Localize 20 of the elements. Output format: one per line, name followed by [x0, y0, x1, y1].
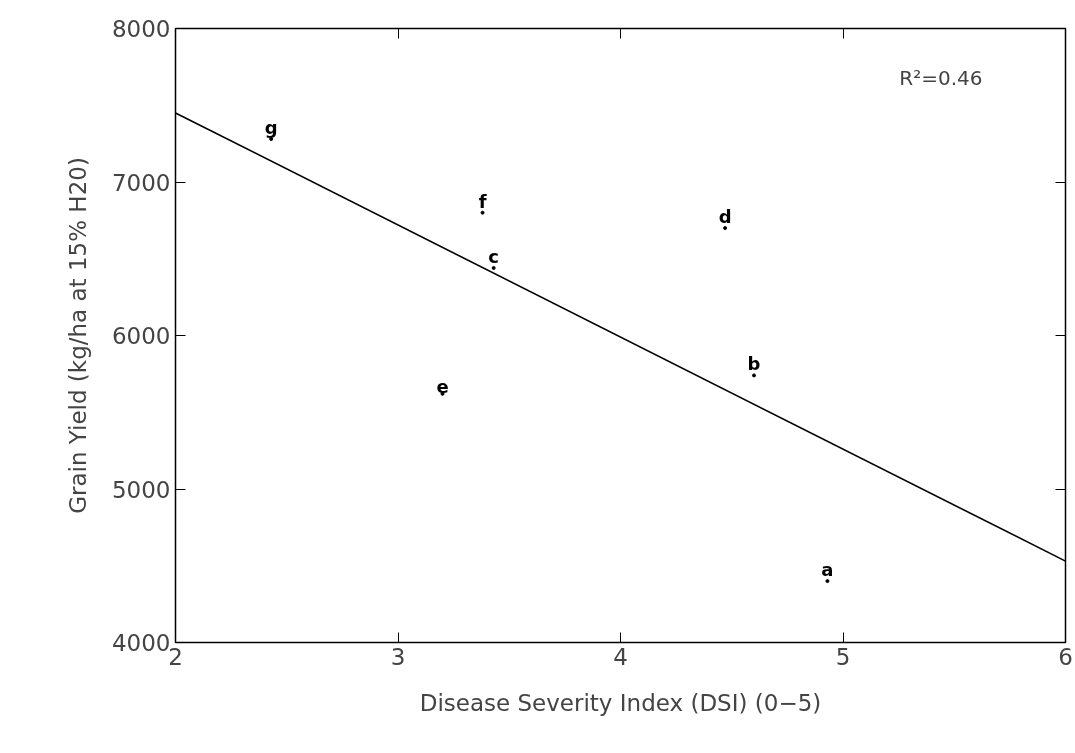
x-tick-label: 6 [1058, 643, 1073, 670]
y-tick-label: 4000 [111, 630, 171, 656]
y-tick-label: 8000 [111, 16, 171, 42]
data-label: a [821, 559, 834, 581]
x-tick-label: 3 [390, 643, 406, 670]
x-tick-label: 5 [835, 643, 851, 670]
data-label: g [264, 117, 278, 139]
y-axis-title: Grain Yield (kg/ha at 15% H20) [64, 157, 91, 514]
y-tick-label: 6000 [111, 323, 171, 349]
y-tick-label: 7000 [111, 169, 171, 196]
x-axis-title: Disease Severity Index (DSI) (0−5) [419, 689, 822, 716]
data-label: f [478, 190, 487, 212]
data-label: c [488, 245, 500, 267]
x-tick-label: 4 [613, 643, 628, 670]
annotation: R²=0.46 [899, 65, 983, 90]
x-tick-label: 2 [168, 643, 183, 670]
y-tick-label: 5000 [111, 476, 171, 503]
data-label: e [436, 375, 449, 397]
data-label: d [718, 206, 732, 228]
data-label: b [747, 353, 761, 375]
